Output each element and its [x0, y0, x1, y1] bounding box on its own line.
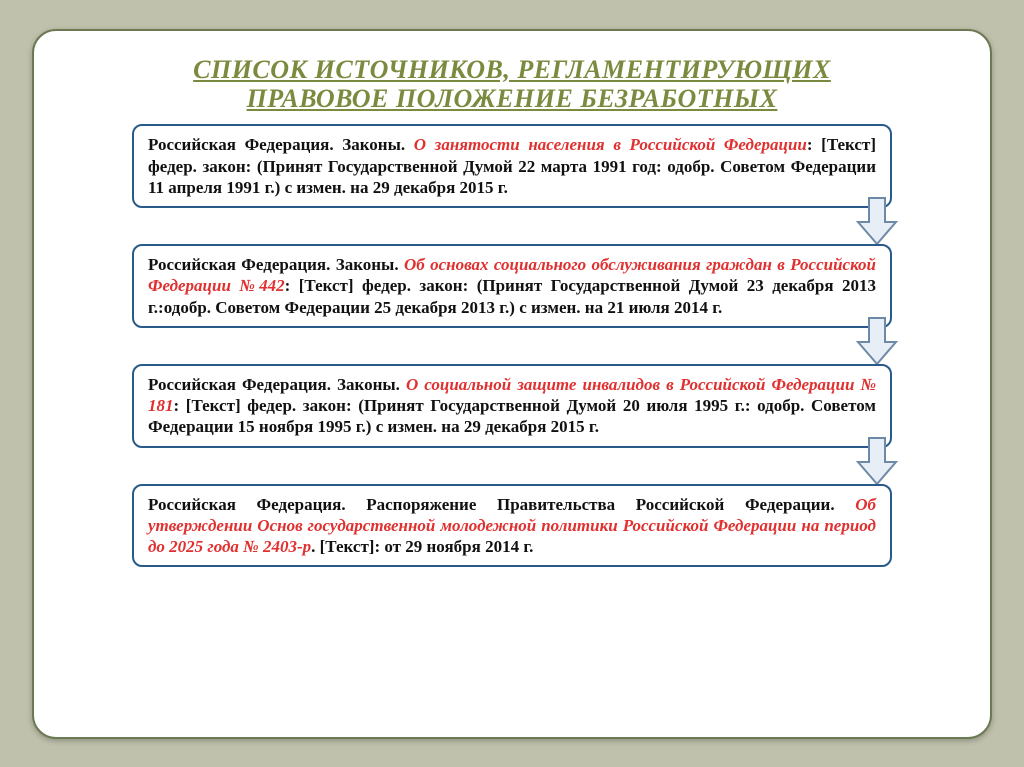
source-prefix: Российская Федерация. Законы. — [148, 375, 406, 394]
source-suffix: : [Текст] федер. закон: (Принят Государс… — [148, 396, 876, 436]
title-line-2: ПРАВОВОЕ ПОЛОЖЕНИЕ БЕЗРАБОТНЫХ — [247, 84, 778, 113]
source-suffix: . [Текст]: от 29 ноября 2014 г. — [311, 537, 533, 556]
down-arrow-icon — [852, 196, 902, 246]
source-item: Российская Федерация. Распоряжение Прави… — [132, 484, 892, 568]
source-item: Российская Федерация. Законы. О занятост… — [132, 124, 892, 208]
source-prefix: Российская Федерация. Законы. — [148, 135, 414, 154]
source-prefix: Российская Федерация. Распоряжение Прави… — [148, 495, 855, 514]
source-list: Российская Федерация. Законы. О занятост… — [132, 124, 892, 567]
slide-title: СПИСОК ИСТОЧНИКОВ, РЕГЛАМЕНТИРУЮЩИХ ПРАВ… — [74, 55, 950, 115]
source-item: Российская Федерация. Законы. О социальн… — [132, 364, 892, 448]
source-prefix: Российская Федерация. Законы. — [148, 255, 404, 274]
slide-frame: СПИСОК ИСТОЧНИКОВ, РЕГЛАМЕНТИРУЮЩИХ ПРАВ… — [32, 29, 992, 739]
down-arrow-icon — [852, 316, 902, 366]
source-item: Российская Федерация. Законы. Об основах… — [132, 244, 892, 328]
down-arrow-icon — [852, 436, 902, 486]
source-title-highlight: О занятости населения в Российской Федер… — [414, 135, 807, 154]
title-line-1: СПИСОК ИСТОЧНИКОВ, РЕГЛАМЕНТИРУЮЩИХ — [193, 55, 831, 84]
